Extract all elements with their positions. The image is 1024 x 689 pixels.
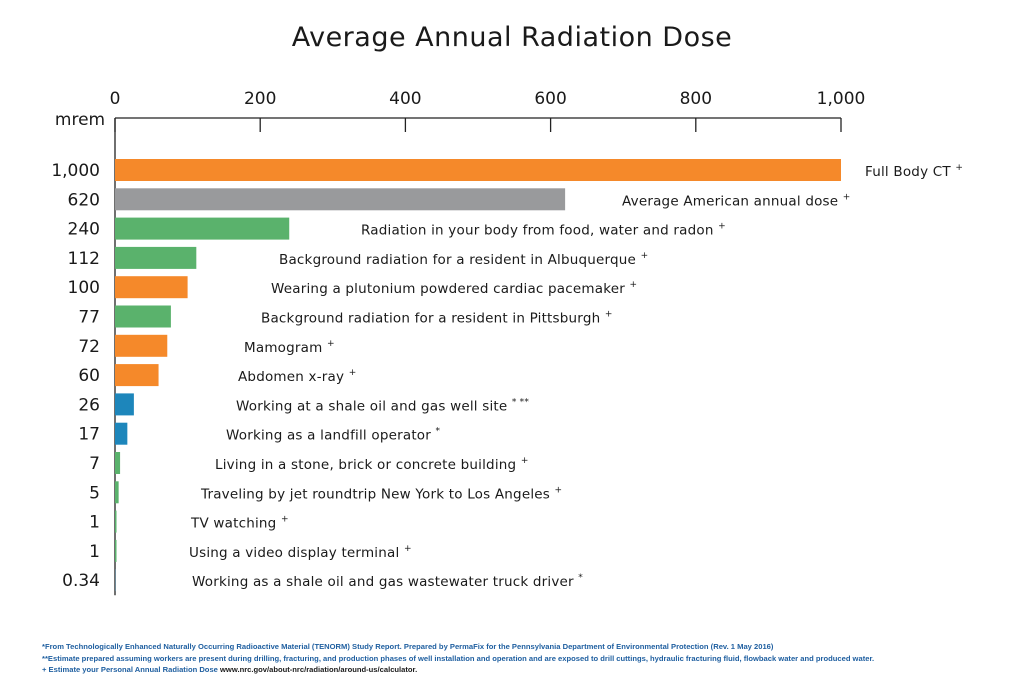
footnote-2: **Estimate prepared assuming workers are… bbox=[42, 653, 875, 663]
bar-value-label: 26 bbox=[78, 395, 100, 415]
bar-category-label: Using a video display terminal + bbox=[189, 544, 412, 561]
bar-value-label: 112 bbox=[68, 249, 100, 269]
bar-value-label: 100 bbox=[68, 278, 100, 298]
bar-value-label: 0.34 bbox=[62, 571, 100, 591]
bar bbox=[115, 276, 188, 299]
footnote-mark: + bbox=[349, 368, 357, 378]
x-tick-label: 1,000 bbox=[817, 89, 866, 109]
bar bbox=[115, 305, 171, 328]
x-tick-label: 600 bbox=[534, 89, 566, 109]
calculator-link[interactable]: www.nrc.gov/about-nrc/radiation/around-u… bbox=[220, 665, 418, 674]
unit-label: mrem bbox=[55, 110, 105, 130]
footnote-3: + Estimate your Personal Annual Radiatio… bbox=[42, 664, 874, 676]
footnotes: *From Technologically Enhanced Naturally… bbox=[42, 641, 874, 676]
bar-value-label: 60 bbox=[78, 366, 100, 386]
x-tick-label: 0 bbox=[110, 89, 121, 109]
bar-value-label: 7 bbox=[89, 454, 100, 474]
bar-category-label: Abdomen x-ray + bbox=[238, 368, 356, 385]
bar-category-label: TV watching + bbox=[190, 515, 289, 532]
bar-value-label: 72 bbox=[78, 337, 100, 357]
bar-category-label: Traveling by jet roundtrip New York to L… bbox=[200, 485, 562, 502]
bar-category-label: Background radiation for a resident in A… bbox=[279, 251, 648, 268]
footnote-mark: + bbox=[630, 280, 638, 290]
x-tick-label: 800 bbox=[680, 89, 712, 109]
bar-category-label: Radiation in your body from food, water … bbox=[361, 222, 726, 239]
footnote-mark: * bbox=[436, 427, 441, 437]
bar bbox=[115, 159, 841, 181]
bar bbox=[115, 334, 168, 357]
bar bbox=[115, 422, 128, 445]
bar-value-label: 1,000 bbox=[51, 161, 100, 181]
bar-category-label: Wearing a plutonium powdered cardiac pac… bbox=[271, 280, 637, 297]
footnote-mark: + bbox=[843, 192, 851, 202]
bar bbox=[115, 510, 117, 533]
bar-value-label: 1 bbox=[89, 513, 100, 533]
bar-value-label: 5 bbox=[89, 483, 100, 503]
footnote-1: *From Technologically Enhanced Naturally… bbox=[42, 642, 774, 651]
bar bbox=[115, 481, 119, 504]
footnote-mark: + bbox=[281, 515, 289, 525]
footnote-mark: + bbox=[404, 544, 412, 554]
footnote-mark: + bbox=[641, 251, 649, 261]
footnote-mark: + bbox=[605, 310, 613, 320]
bar-category-label: Background radiation for a resident in P… bbox=[261, 310, 613, 327]
footnote-mark: + bbox=[718, 222, 726, 232]
bar-value-label: 240 bbox=[68, 220, 100, 240]
bar-category-label: Working at a shale oil and gas well site… bbox=[236, 397, 529, 414]
bar-value-label: 77 bbox=[78, 308, 100, 328]
bar-category-label: Average American annual dose + bbox=[622, 192, 851, 209]
bar bbox=[115, 364, 159, 387]
bar-category-label: Working as a landfill operator * bbox=[226, 427, 441, 444]
footnote-mark: + bbox=[555, 485, 563, 495]
x-tick-label: 400 bbox=[389, 89, 421, 109]
footnote-mark: * bbox=[578, 573, 583, 583]
bar bbox=[115, 393, 134, 416]
x-tick-label: 200 bbox=[244, 89, 276, 109]
bar-chart: 0 200 400 600 800 1,000 mrem 1,000 Full Body CT … bbox=[51, 89, 963, 596]
bar bbox=[115, 539, 117, 562]
bar-category-label: Working as a shale oil and gas wastewate… bbox=[192, 573, 583, 590]
bar bbox=[115, 246, 197, 269]
chart-title: Average Annual Radiation Dose bbox=[291, 22, 733, 53]
footnote-mark: + bbox=[955, 163, 963, 173]
footnote-mark: + bbox=[521, 456, 529, 466]
bar bbox=[115, 188, 566, 211]
bar-category-label: Living in a stone, brick or concrete bui… bbox=[215, 456, 529, 473]
bar bbox=[115, 452, 121, 474]
footnote-mark: * ** bbox=[512, 397, 529, 407]
bar-value-label: 620 bbox=[68, 190, 100, 210]
bar-category-label: Full Body CT + bbox=[865, 163, 963, 180]
bar-value-label: 1 bbox=[89, 542, 100, 562]
bar-category-label: Mamogram + bbox=[244, 339, 335, 356]
footnote-mark: + bbox=[327, 339, 335, 349]
footnote-3-text: + Estimate your Personal Annual Radiatio… bbox=[42, 665, 221, 674]
bar-value-label: 17 bbox=[78, 425, 100, 445]
bar bbox=[115, 217, 290, 240]
